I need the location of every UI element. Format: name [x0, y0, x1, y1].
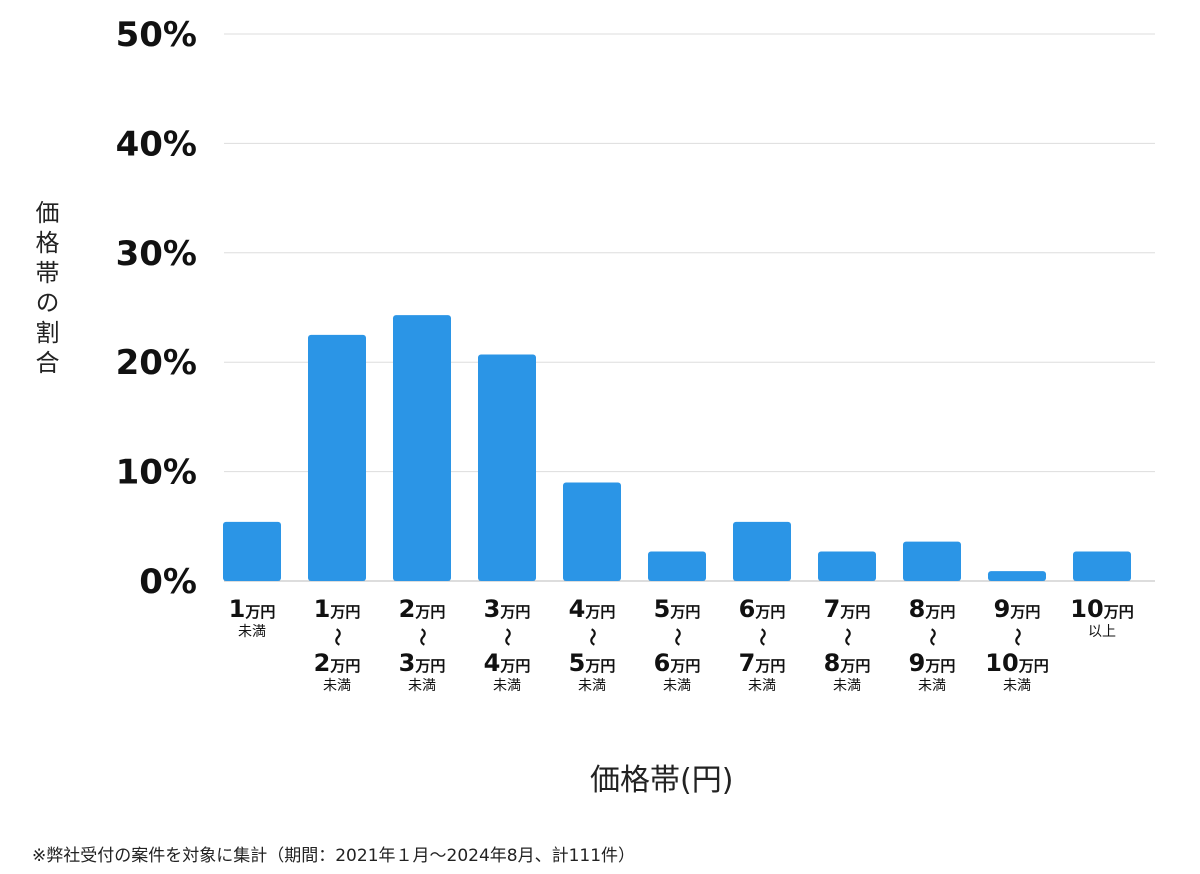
bar [223, 521, 281, 581]
bar [648, 551, 706, 581]
y-tick-label: 40% [116, 124, 197, 164]
x-tick-tilde: 〜 [836, 628, 857, 646]
x-tick-label: 3万円 [484, 595, 531, 623]
x-tick-suffix: 未満 [663, 678, 691, 694]
bar [903, 541, 961, 581]
x-tick-tilde: 〜 [1006, 628, 1027, 646]
x-tick-suffix: 未満 [918, 678, 946, 694]
bar [393, 315, 451, 581]
x-tick-suffix: 以上 [1088, 624, 1116, 640]
y-tick-label: 0% [139, 562, 197, 602]
x-axis-label: 価格帯(円) [590, 763, 734, 798]
bar [308, 334, 366, 581]
x-tick-label: 7万円 [824, 595, 871, 623]
y-tick-label: 30% [116, 234, 197, 274]
x-tick-suffix: 未満 [323, 678, 351, 694]
x-tick-label: 10万円 [985, 649, 1048, 677]
y-tick-label: 10% [116, 453, 197, 493]
x-tick-label: 9万円 [909, 649, 956, 677]
y-axis-label: 価格帯の割合 [31, 200, 59, 380]
x-tick-suffix: 未満 [833, 678, 861, 694]
x-tick-suffix: 未満 [1003, 678, 1031, 694]
x-tick-label: 1万円 [314, 595, 361, 623]
x-tick-label: 10万円 [1070, 595, 1133, 623]
x-tick-label: 4万円 [484, 649, 531, 677]
bar [563, 482, 621, 581]
x-tick-label: 5万円 [569, 649, 616, 677]
x-tick-label: 6万円 [654, 649, 701, 677]
x-tick-tilde: 〜 [326, 628, 347, 646]
x-tick-tilde: 〜 [921, 628, 942, 646]
x-tick-label: 8万円 [909, 595, 956, 623]
x-tick-suffix: 未満 [408, 678, 436, 694]
x-tick-label: 2万円 [314, 649, 361, 677]
x-tick-suffix: 未満 [238, 624, 266, 640]
y-tick-label: 20% [116, 343, 197, 383]
x-tick-suffix: 未満 [748, 678, 776, 694]
x-tick-suffix: 未満 [578, 678, 606, 694]
footnote: ※弊社受付の案件を対象に集計（期間：2021年１月〜2024年8月、計111件） [32, 846, 636, 866]
x-tick-label: 4万円 [569, 595, 616, 623]
x-tick-suffix: 未満 [493, 678, 521, 694]
x-tick-label: 5万円 [654, 595, 701, 623]
x-tick-tilde: 〜 [496, 628, 517, 646]
bar [818, 551, 876, 581]
x-tick-tilde: 〜 [666, 628, 687, 646]
x-tick-label: 2万円 [399, 595, 446, 623]
x-tick-label: 1万円 [229, 595, 276, 623]
x-tick-tilde: 〜 [751, 628, 772, 646]
x-tick-label: 9万円 [994, 595, 1041, 623]
x-tick-label: 6万円 [739, 595, 786, 623]
bar [733, 521, 791, 581]
y-tick-label: 50% [116, 15, 197, 55]
x-tick-label: 8万円 [824, 649, 871, 677]
x-tick-label: 3万円 [399, 649, 446, 677]
bar [988, 571, 1046, 581]
x-tick-label: 7万円 [739, 649, 786, 677]
x-tick-tilde: 〜 [411, 628, 432, 646]
x-tick-tilde: 〜 [581, 628, 602, 646]
bar [1073, 551, 1131, 581]
bar [478, 354, 536, 581]
